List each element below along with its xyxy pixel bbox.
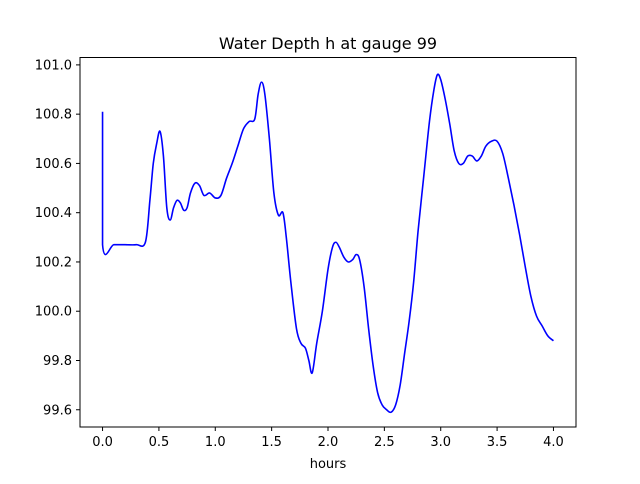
y-tick-label: 100.8 (35, 108, 72, 123)
y-tick-label: 100.6 (35, 157, 72, 172)
plot-frame (79, 57, 577, 428)
y-tick-label: 101.0 (35, 58, 72, 73)
x-tick-label: 1.0 (205, 435, 226, 450)
x-tick-label: 1.5 (261, 435, 282, 450)
x-tick-label: 2.5 (374, 435, 395, 450)
plot-background (80, 57, 576, 427)
x-tick-label: 3.0 (430, 435, 451, 450)
y-axis-ticks: 99.6 99.8 100.0 100.2 100.4 100.6 100.8 101.0 (35, 58, 80, 418)
y-tick-label: 100.0 (35, 305, 72, 320)
y-tick-label: 99.6 (43, 403, 72, 418)
y-tick-label: 100.2 (35, 255, 72, 270)
series-line (101, 73, 554, 414)
chart-title: Water Depth h at gauge 99 (219, 34, 437, 53)
x-tick-label: 2.0 (318, 435, 339, 450)
x-axis-label: hours (310, 457, 347, 472)
series-layer (101, 73, 554, 414)
x-tick-label: 0.0 (92, 435, 113, 450)
x-axis-ticks: 0.0 0.5 1.0 1.5 2.0 2.5 3.0 3.5 4.0 (92, 427, 564, 450)
x-tick-label: 3.5 (487, 435, 508, 450)
x-tick-label: 4.0 (543, 435, 564, 450)
y-tick-label: 100.4 (35, 206, 72, 221)
x-tick-label: 0.5 (149, 435, 170, 450)
y-tick-label: 99.8 (43, 354, 72, 369)
